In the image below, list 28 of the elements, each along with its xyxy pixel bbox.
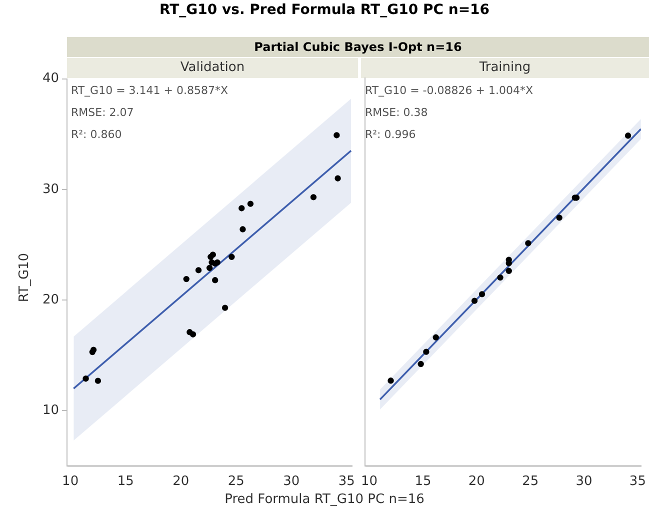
annotation: RMSE: 2.07	[71, 105, 135, 121]
annotation: RMSE: 0.38	[365, 105, 429, 121]
x-tick-label: 25	[228, 474, 244, 490]
x-tick-label: 20	[468, 474, 485, 490]
x-tick-label: 10	[62, 474, 79, 490]
y-tick-label: 10	[42, 403, 59, 418]
x-tick-label: 30	[576, 474, 592, 490]
x-tick-label: 25	[522, 474, 539, 490]
chart-title: RT_G10 vs. Pred Formula RT_G10 PC n=16	[158, 2, 491, 18]
x-axis-title: Pred Formula RT_G10 PC n=16	[224, 492, 426, 507]
x-tick-label: 20	[172, 474, 190, 490]
annotation: R²: 0.996	[365, 127, 417, 143]
annotation: RT_G10 = -0.08826 + 1.004*X	[365, 83, 533, 99]
y-tick-label: 20	[42, 292, 59, 308]
text: Validation	[67, 57, 358, 78]
annotation: R²: 0.860	[71, 127, 123, 143]
y-axis-title: RT_G10	[17, 252, 32, 302]
x-tick-label: 15	[414, 474, 432, 490]
y-tick-label: 40	[42, 71, 59, 86]
x-tick-label: 35	[338, 474, 355, 490]
chart-subtitle: Partial Cubic Bayes I-Opt n=16	[67, 37, 649, 57]
annotation: RT_G10 = 3.141 + 0.8587*X	[71, 83, 228, 99]
x-tick-label: 10	[361, 474, 378, 490]
text: Training	[361, 57, 649, 78]
y-tick-label: 30	[42, 182, 59, 197]
x-tick-label: 15	[117, 474, 134, 490]
x-tick-label: 35	[629, 474, 646, 490]
x-tick-label: 30	[283, 474, 300, 490]
